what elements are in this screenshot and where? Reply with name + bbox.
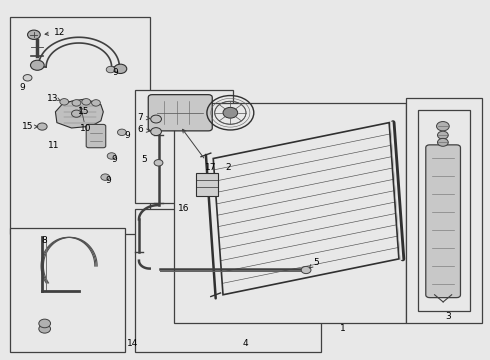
Text: 17: 17 [183, 129, 217, 172]
FancyBboxPatch shape [148, 95, 212, 131]
Text: 15: 15 [22, 122, 38, 131]
Circle shape [37, 123, 47, 130]
Text: 9: 9 [111, 155, 117, 164]
Text: 1: 1 [340, 324, 345, 333]
Bar [174, 103, 406, 323]
Circle shape [27, 30, 40, 40]
Circle shape [101, 174, 110, 180]
Circle shape [39, 324, 50, 333]
Bar [135, 209, 321, 352]
Text: 2: 2 [225, 163, 231, 172]
Bar [10, 17, 150, 234]
Text: 3: 3 [445, 312, 451, 321]
Text: 9: 9 [105, 176, 111, 185]
Text: 16: 16 [178, 204, 190, 213]
Circle shape [438, 138, 448, 146]
Text: 10: 10 [80, 123, 92, 132]
Text: 9: 9 [113, 68, 119, 77]
Circle shape [39, 319, 50, 328]
Circle shape [151, 115, 161, 123]
Bar [10, 228, 125, 352]
Bar [418, 110, 470, 311]
Text: 13: 13 [47, 94, 59, 103]
Text: 8: 8 [42, 237, 48, 246]
Text: 4: 4 [242, 339, 248, 348]
Circle shape [106, 66, 115, 73]
Circle shape [82, 99, 91, 105]
FancyBboxPatch shape [426, 145, 461, 298]
Circle shape [30, 60, 44, 70]
Text: 14: 14 [127, 339, 138, 348]
Circle shape [438, 131, 448, 139]
FancyBboxPatch shape [86, 125, 106, 148]
Bar [135, 90, 233, 203]
Circle shape [107, 153, 116, 159]
Circle shape [23, 75, 32, 81]
Circle shape [154, 159, 163, 166]
Text: 6: 6 [137, 125, 150, 134]
Circle shape [223, 107, 238, 118]
Text: 7: 7 [137, 113, 150, 122]
Text: 9: 9 [124, 131, 130, 140]
Text: 9: 9 [19, 83, 25, 92]
Text: 11: 11 [48, 141, 59, 150]
Circle shape [437, 122, 449, 131]
Circle shape [151, 128, 161, 135]
Text: 5: 5 [309, 258, 318, 268]
Circle shape [301, 266, 311, 274]
Circle shape [114, 64, 127, 73]
Text: 5: 5 [141, 155, 147, 164]
Bar [406, 98, 482, 323]
Circle shape [92, 100, 100, 106]
Text: 15: 15 [78, 107, 90, 116]
Circle shape [72, 100, 81, 106]
Circle shape [118, 129, 126, 135]
Text: 12: 12 [45, 28, 65, 37]
Circle shape [60, 99, 69, 105]
Bar [196, 173, 218, 196]
Circle shape [72, 110, 81, 117]
Polygon shape [55, 99, 103, 128]
